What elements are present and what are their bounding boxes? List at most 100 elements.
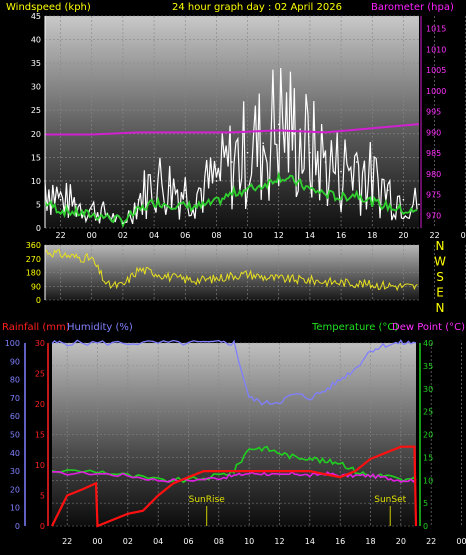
x-tick-label: 22 [62,537,72,546]
x-tick-label: 02 [118,231,128,240]
y-tick-label: 5 [36,200,41,209]
y2-tick-label: 970 [426,212,441,221]
y-tick-label: 40 [31,36,41,45]
x-tick-label: 14 [305,537,315,546]
wind-point [122,222,124,225]
humidity-label: Humidity (%) [67,322,133,333]
wind-point [355,161,358,163]
wind-point [309,151,311,154]
y-tick-label: 360 [26,241,41,250]
barometer-line [45,123,420,136]
x-tick-label: 12 [274,537,284,546]
wind-point [153,180,155,182]
rain-tick-label: 30 [35,339,45,348]
x-tick-label: 04 [153,537,163,546]
wind-point [277,123,280,126]
rain-tick-label: 0 [40,522,45,531]
wind-point [59,198,62,201]
wind-point [324,161,327,163]
humidity-tick-label: 60 [10,412,20,421]
wind-point [293,132,296,135]
direction-panel [45,245,419,300]
dewpoint-line [51,470,417,483]
wind-direction-line [44,248,418,292]
x-tick-label: 20 [396,537,406,546]
y2-tick-label: 1015 [426,24,446,33]
y-tick-label: 180 [26,269,41,278]
x-tick-label: 06 [183,537,193,546]
x-tick-label: 00 [87,231,97,240]
y-tick-label: 45 [31,12,41,21]
y2-tick-label: 985 [426,149,441,158]
direction-label: E [436,286,444,300]
y-tick-label: 0 [36,224,41,233]
rain-tick-label: 20 [35,400,45,409]
y2-tick-label: 980 [426,170,441,179]
humidity-tick-label: 30 [10,467,20,476]
x-tick-label: 18 [365,537,375,546]
wind-point [387,189,389,192]
wind-point [168,184,171,187]
y2-tick-label: 15 [423,453,433,462]
rainfall-label: Rainfall (mm) [2,322,70,333]
y2-tick-label: 25 [423,408,433,417]
y-tick-label: 20 [31,130,41,139]
sunset-label: SunSet [374,495,406,505]
x-tick-label: 22 [55,231,65,240]
barometer-label: Barometer (hpa) [371,2,454,13]
x-tick-label: 18 [367,231,377,240]
y-tick-label: 0 [36,296,41,305]
wind-point [137,198,140,201]
wind-point [200,189,202,192]
y2-tick-label: 30 [423,385,433,394]
humidity-tick-label: 10 [10,504,20,513]
y2-tick-label: 975 [426,191,441,200]
y-tick-label: 15 [31,153,41,162]
y2-tick-label: 995 [426,108,441,117]
wind-point [246,151,249,154]
humidity-tick-label: 90 [10,357,20,366]
y2-tick-label: 1005 [426,66,446,75]
x-tick-label: 00 [461,231,466,240]
x-tick-label: 10 [244,537,254,546]
wind-point [402,198,405,201]
rain-tick-label: 15 [35,431,45,440]
x-tick-label: 10 [242,231,252,240]
y2-tick-label: 1010 [426,45,446,54]
y-tick-label: 270 [26,255,41,264]
x-tick-label: 20 [398,231,408,240]
windspeed-label: Windspeed (kph) [6,2,91,13]
dewpoint-label: Dew Point (°C) [392,322,465,333]
y2-tick-label: 1000 [426,87,446,96]
x-tick-label: 08 [214,537,224,546]
x-tick-label: 00 [92,537,102,546]
rainfall-line [51,445,418,528]
x-tick-label: 06 [180,231,190,240]
x-tick-label: 16 [336,231,346,240]
direction-label: N [436,239,445,253]
x-tick-label: 00 [456,537,466,546]
y2-tick-label: 35 [423,362,433,371]
wind-point [75,203,77,206]
wind-point [184,189,187,192]
y2-tick-label: 0 [423,522,428,531]
y-tick-label: 30 [31,83,41,92]
rain-tick-label: 10 [35,461,45,470]
graph-title: 24 hour graph day : 02 April 2026 [172,2,342,13]
x-tick-label: 22 [429,231,439,240]
humidity-tick-label: 80 [10,376,20,385]
temperature-label: Temperature (°C) [311,322,398,333]
x-tick-label: 02 [123,537,133,546]
y2-tick-label: 20 [423,431,433,440]
y2-tick-label: 10 [423,476,433,485]
humidity-tick-label: 40 [10,449,20,458]
x-tick-label: 14 [305,231,315,240]
wind-point [231,161,233,163]
direction-label: S [436,270,444,284]
wind-point [106,213,109,215]
wind-point [262,142,264,144]
y-tick-label: 35 [31,59,41,68]
wind-point [90,208,93,210]
wind-point [215,180,218,182]
